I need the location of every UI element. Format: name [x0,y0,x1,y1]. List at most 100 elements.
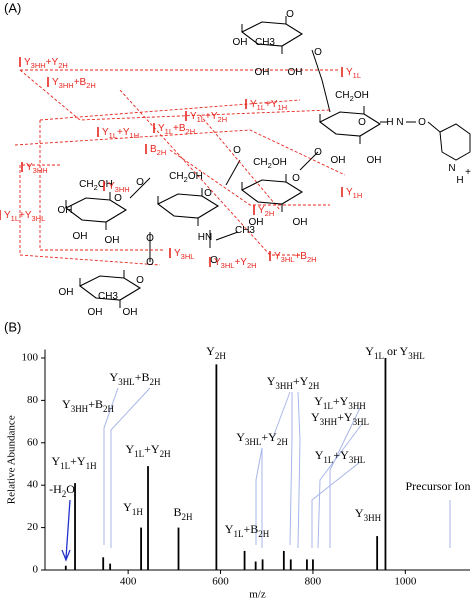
atom-label: O [114,193,122,204]
atom-label: N [396,117,403,128]
fragment-label: Y1H [346,187,362,201]
atom-label: + [465,167,471,178]
atom-label: OH [331,155,346,166]
pyridine-ring [439,123,471,161]
fragment-label: Y1L+Y1H [102,127,139,141]
panel-label: (A) [4,0,21,15]
y-tick-label: 100 [22,352,39,364]
peak-annotation: B2H [173,505,193,522]
fragment-label: Y3HH [26,162,48,176]
atom-label: OH [58,205,73,216]
bond [311,49,331,113]
bond [299,151,319,171]
annotation-leader [255,447,263,545]
atom-label: CH3 [98,291,118,302]
annotation-leader [271,391,291,441]
atom-label: O [314,147,322,158]
peak-annotation: Y1L+Y2H [125,442,171,459]
peak-annotation: Y3HL+Y2H [236,430,288,447]
sugar-ring [64,197,128,223]
cleavage-line [19,69,340,121]
y-tick-label: 80 [27,394,39,406]
atom-label: CH3 [235,225,255,236]
peak-annotation: Y1L+Y3HH [314,394,366,411]
peak-annotation: Y3HH [355,506,382,523]
atom-label: O [146,233,154,244]
peak-annotation: Precursor Ion [406,479,471,493]
cleavage-line [169,149,330,206]
peak-annotation: Y1H [123,500,143,517]
atom-label: OH [233,37,248,48]
peak-annotation: Y3HH+B2H [62,397,114,414]
atom-label: O [418,117,426,128]
peak-annotation: Y3HH+Y2H [267,374,320,391]
cleavage-line [39,99,301,251]
atom-label: O [136,275,144,286]
bond [225,159,241,186]
atom-label: N [448,163,455,174]
peak-annotation: -H2O [49,482,75,499]
cleavage-line [199,114,281,211]
atom-label: O [146,257,154,268]
fragment-label: Y2H [258,205,274,219]
y-tick-label: 20 [27,521,39,533]
atom-label: OH [293,217,308,228]
x-tick-label: 600 [212,576,229,588]
fragment-label: Y3HH+B2H [52,77,96,91]
atom-label: OH [367,155,382,166]
bond [209,230,239,248]
atom-label: CH2OH [79,179,113,193]
peak-annotation: Y1L+Y1H [51,454,97,471]
sugar-ring [240,21,304,47]
atom-label: HN [198,232,212,243]
atom-label: OH [59,287,74,298]
sugar-ring [78,275,142,301]
fragment-label: B2H [150,144,166,158]
atom-label: OH [123,307,138,318]
x-tick-label: 800 [305,576,322,588]
atom-label: O [286,9,294,20]
fragment-label: Y1L [346,67,361,81]
panel-label: (B) [4,319,21,334]
glycan-structure [129,49,471,262]
annotation-leader [311,461,361,548]
x-tick-label: 1000 [394,576,417,588]
fragment-label: Y1L+B2H [158,123,195,137]
annotation-leader [110,387,151,548]
atom-label: CH2OH [169,171,203,185]
annotation-leaders [103,387,451,549]
peak-annotation: Y3HL+B2H [110,370,161,387]
atom-label: O [292,173,300,184]
peak-annotation: Y2H [206,344,226,361]
atom-label: CH3 [255,37,275,48]
cleavage-lines [14,69,346,266]
x-tick-label: 400 [120,576,137,588]
bond [380,121,441,133]
atom-label: OH [255,67,270,78]
annotation-leader [329,407,361,548]
atom-label: O [358,117,366,128]
fragment-label: Y1L+Y1H [250,99,287,113]
annotation-leader [297,391,301,549]
annotation-leader [317,423,363,549]
x-axis-label: m/z [249,589,266,601]
cleavage-line [19,164,161,266]
fragment-label: Y3HL+Y2H [214,257,257,271]
atom-label: CH2OH [335,90,369,104]
peak-annotation: Y1L+Y3HL [315,448,366,465]
peak-annotation: Y1L+B2H [225,522,270,539]
y-tick-label: 60 [27,436,39,448]
y-axis-label: Relative Abundance [6,415,18,504]
fragment-label: Y3HH+Y2H [24,57,68,71]
fragment-label: Y3HH [108,181,130,195]
fragment-label: Y3HL [174,248,194,262]
atom-label: OH [105,235,120,246]
peak-annotation: Y1L or Y3HL [365,344,424,361]
fragment-label: Y1L+Y2H [190,111,227,125]
atom-label: O [136,177,144,188]
fragment-label: Y1L+Y3HL [4,210,45,224]
atom-label: O [210,255,218,266]
sugar-ring [240,179,304,205]
